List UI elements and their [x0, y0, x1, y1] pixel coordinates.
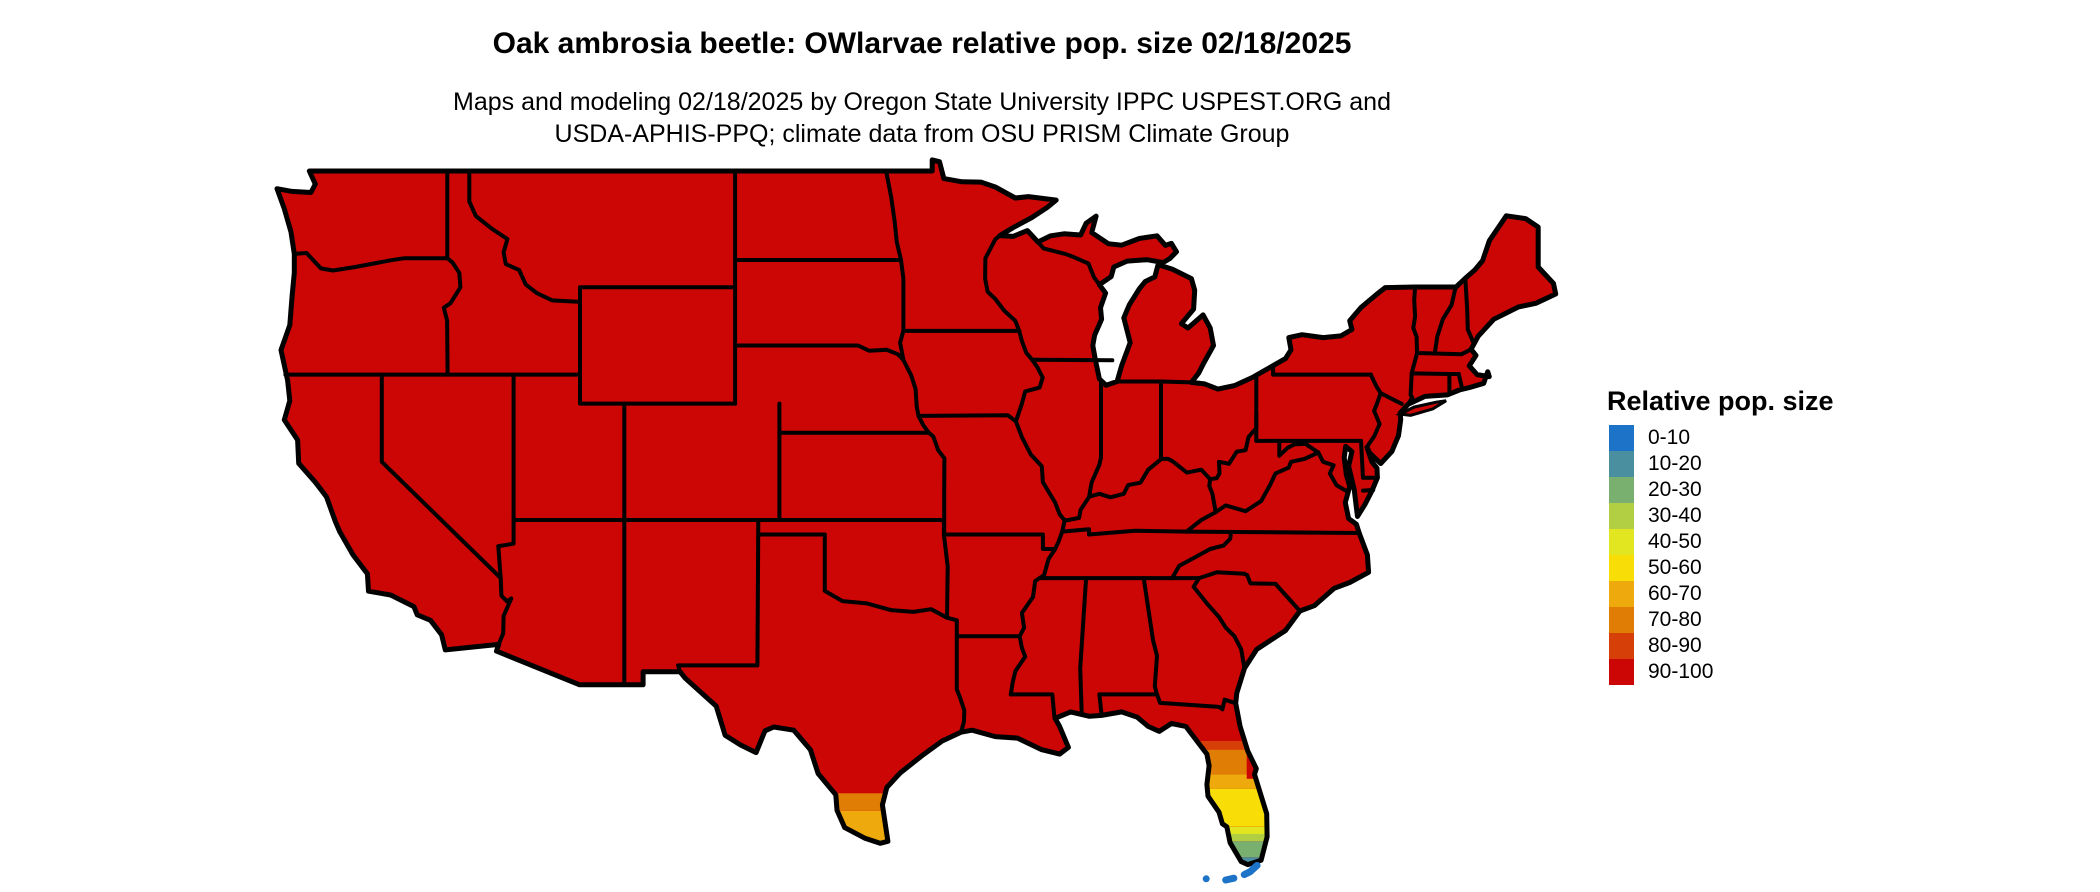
legend-label: 70-80: [1648, 608, 1702, 631]
legend-label: 80-90: [1648, 634, 1702, 657]
page-title: Oak ambrosia beetle: OWlarvae relative p…: [492, 27, 1352, 60]
legend-swatch: [1609, 607, 1634, 633]
subtitle-line-1: Maps and modeling 02/18/2025 by Oregon S…: [453, 88, 1391, 116]
legend-swatch: [1609, 425, 1634, 451]
legend-label: 50-60: [1648, 556, 1702, 579]
legend-row: 0-10: [1609, 425, 1834, 451]
legend-row: 90-100: [1609, 659, 1834, 685]
legend-swatch: [1609, 633, 1634, 659]
legend-title: Relative pop. size: [1607, 386, 1834, 416]
florida-gradient: [1185, 739, 1268, 865]
us-outline: [274, 157, 1559, 868]
legend-swatch: [1609, 581, 1634, 607]
subtitle-line-2: USDA-APHIS-PPQ; climate data from OSU PR…: [554, 120, 1290, 148]
legend-label: 10-20: [1648, 452, 1702, 475]
legend-rows: 0-10 10-20 20-30 30-40 40-50 50-60 60-70 70-80 8…: [1609, 425, 1834, 685]
legend-row: 60-70: [1609, 581, 1834, 607]
legend-label: 90-100: [1648, 660, 1714, 683]
legend-swatch: [1609, 555, 1634, 581]
page-subtitle: Maps and modeling 02/18/2025 by Oregon S…: [0, 86, 1844, 150]
legend-swatch: [1609, 659, 1634, 685]
legend-swatch: [1609, 503, 1634, 529]
legend-row: 80-90: [1609, 633, 1834, 659]
legend-row: 10-20: [1609, 451, 1834, 477]
legend-swatch: [1609, 529, 1634, 555]
texas-gradient: [835, 793, 901, 844]
legend-row: 30-40: [1609, 503, 1834, 529]
legend-label: 20-30: [1648, 478, 1702, 501]
legend-row: 20-30: [1609, 477, 1834, 503]
florida-keys: [1222, 861, 1261, 884]
legend-row: 40-50: [1609, 529, 1834, 555]
legend-label: 40-50: [1648, 530, 1702, 553]
legend-row: 70-80: [1609, 607, 1834, 633]
legend-label: 30-40: [1648, 504, 1702, 527]
legend-swatch: [1609, 477, 1634, 503]
legend: Relative pop. size 0-10 10-20 20-30 30-40 40…: [1607, 386, 1834, 685]
legend-row: 50-60: [1609, 555, 1834, 581]
legend-label: 60-70: [1648, 582, 1702, 605]
state-borders: [283, 169, 1476, 735]
legend-label: 0-10: [1648, 426, 1691, 449]
long-island: [1395, 399, 1447, 417]
legend-swatch: [1609, 451, 1634, 477]
dry-tortugas: [1202, 875, 1210, 883]
